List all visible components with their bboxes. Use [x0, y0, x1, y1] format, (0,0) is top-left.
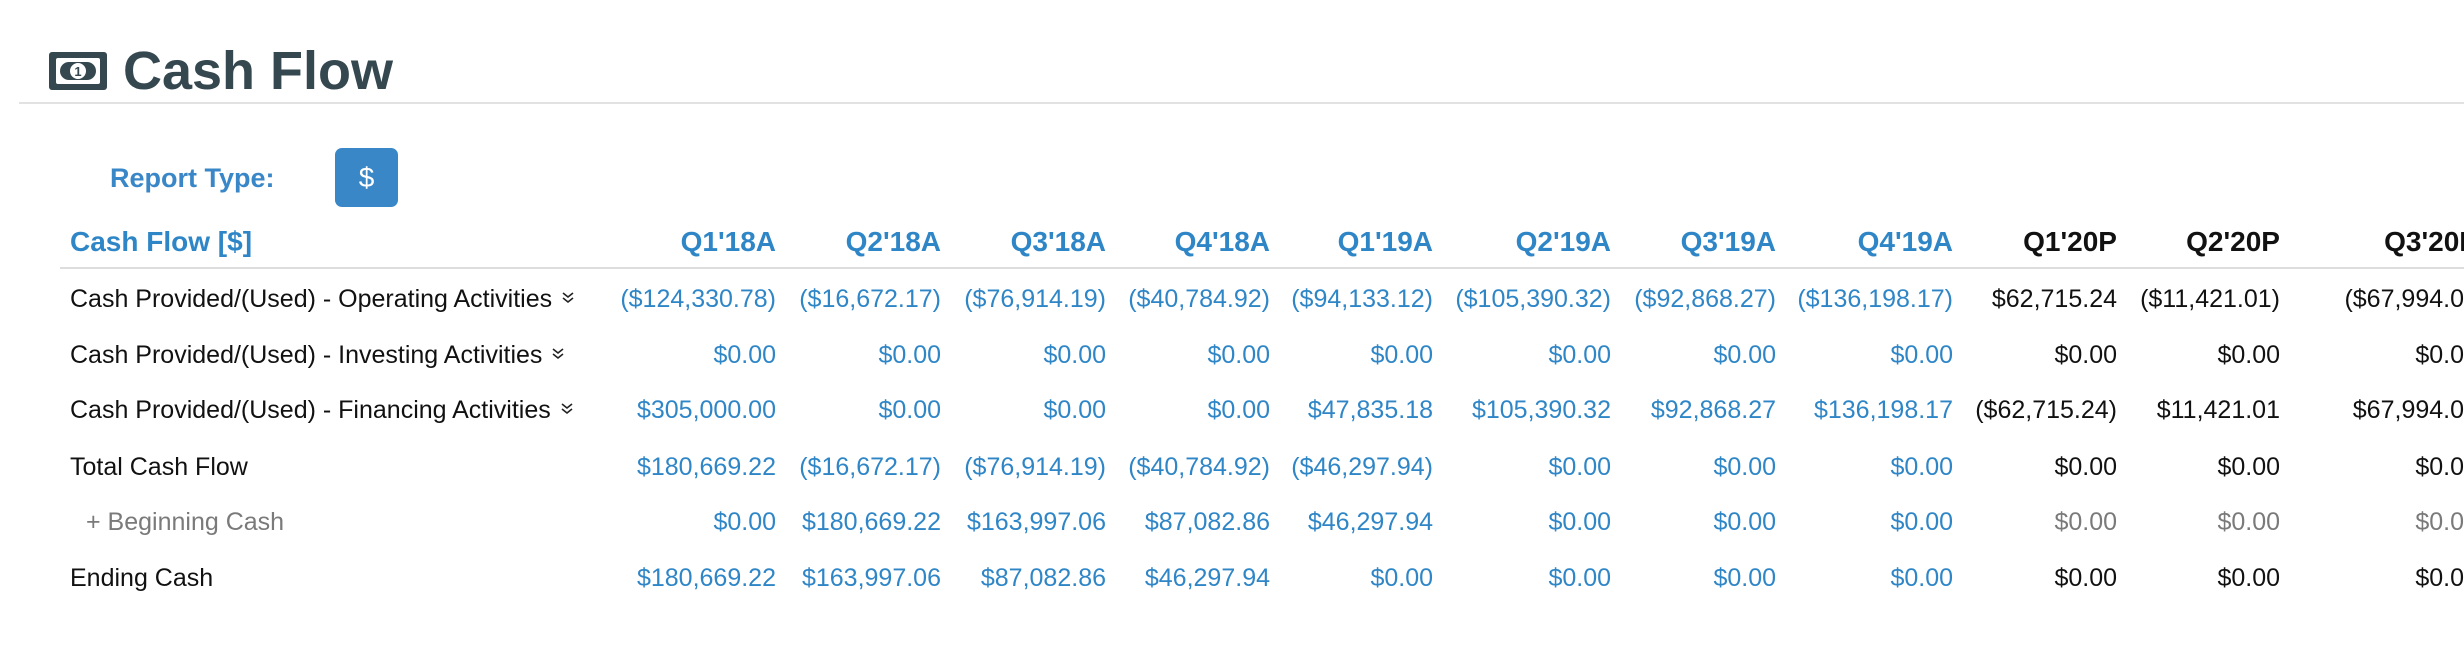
cell-value: $47,835.18	[1307, 396, 1433, 424]
cell-value: $92,868.27	[1650, 396, 1776, 424]
report-type-button[interactable]: $	[335, 148, 398, 207]
column-header: Q3'20P	[2384, 226, 2464, 257]
cell-value: $0.00	[2217, 341, 2280, 369]
row-label: Cash Provided/(Used) - Investing Activit…	[70, 341, 543, 369]
cell-value: $0.00	[1207, 341, 1270, 369]
cell-value: $0.00	[1890, 564, 1953, 592]
cell-value: $0.00	[1890, 453, 1953, 481]
cell-value: $0.00	[1713, 564, 1776, 592]
cell-value: $180,669.22	[636, 564, 776, 592]
row-label: Total Cash Flow	[70, 453, 248, 481]
cell-value: ($11,421.01)	[2140, 285, 2280, 313]
cell-value: ($46,297.94)	[1291, 453, 1433, 481]
cell-value: $0.00	[1370, 564, 1433, 592]
cell-value: $136,198.17	[1813, 396, 1953, 424]
cell-value: $305,000.00	[636, 396, 776, 424]
column-header: Q2'19A	[1515, 226, 1611, 257]
cell-value: ($76,914.19)	[964, 453, 1106, 481]
cell-value: ($76,914.19)	[964, 285, 1106, 313]
cell-value: $180,669.22	[636, 453, 776, 481]
cell-value: ($16,672.17)	[799, 453, 941, 481]
column-header: Q3'18A	[1010, 226, 1106, 257]
cell-value: $0.00	[2054, 453, 2117, 481]
cell-value: $0.0	[2415, 508, 2464, 536]
cell-value: ($62,715.24)	[1975, 396, 2117, 424]
cell-value: $0.00	[1043, 341, 1106, 369]
cell-value: $67,994.0	[2352, 396, 2464, 424]
cell-value: ($40,784.92)	[1128, 285, 1270, 313]
cell-value: $11,421.01	[2156, 396, 2280, 424]
table-header: Cash Flow [$]	[70, 226, 253, 257]
cell-value: $0.00	[2217, 564, 2280, 592]
column-header: Q3'19A	[1680, 226, 1776, 257]
cell-value: $0.00	[2054, 564, 2117, 592]
cell-value: ($136,198.17)	[1797, 285, 1953, 313]
cell-value: $163,997.06	[801, 564, 941, 592]
cell-value: $163,997.06	[966, 508, 1106, 536]
cell-value: $0.00	[1548, 564, 1611, 592]
cell-value: $0.00	[2217, 453, 2280, 481]
cell-value: $0.00	[1713, 453, 1776, 481]
cell-value: $0.00	[2217, 508, 2280, 536]
report-type-label: Report Type:	[110, 163, 275, 193]
cell-value: $0.0	[2415, 564, 2464, 592]
column-header: Q1'20P	[2023, 226, 2117, 257]
cell-value: ($67,994.0	[2344, 285, 2464, 313]
cell-value: $0.00	[1043, 396, 1106, 424]
cell-value: $0.0	[2415, 341, 2464, 369]
page-title: Cash Flow	[123, 41, 394, 101]
cell-value: $0.00	[878, 341, 941, 369]
cell-value: $46,297.94	[1144, 564, 1270, 592]
column-header: Q2'18A	[845, 226, 941, 257]
cell-value: $0.00	[1713, 341, 1776, 369]
expand-icon[interactable]	[550, 346, 566, 362]
cell-value: $87,082.86	[980, 564, 1106, 592]
column-header: Q1'18A	[680, 226, 776, 257]
cell-value: $0.00	[1370, 341, 1433, 369]
cell-value: $0.00	[878, 396, 941, 424]
column-header: Q4'19A	[1857, 226, 1953, 257]
cash-icon: 1	[49, 52, 107, 90]
cell-value: $105,390.32	[1471, 396, 1611, 424]
cell-value: ($94,133.12)	[1291, 285, 1433, 313]
row-label: Cash Provided/(Used) - Financing Activit…	[70, 396, 551, 424]
cell-value: ($92,868.27)	[1634, 285, 1776, 313]
header-divider	[60, 267, 2464, 269]
cell-value: $87,082.86	[1144, 508, 1270, 536]
cell-value: $0.00	[1207, 396, 1270, 424]
cell-value: $0.00	[713, 508, 776, 536]
title-divider	[19, 102, 2464, 104]
cell-value: $62,715.24	[1991, 285, 2117, 313]
cell-value: $0.00	[1548, 508, 1611, 536]
column-header: Q2'20P	[2186, 226, 2280, 257]
cell-value: $0.00	[2054, 508, 2117, 536]
row-label: + Beginning Cash	[86, 508, 285, 536]
expand-icon[interactable]	[559, 401, 575, 417]
cell-value: $0.00	[1548, 341, 1611, 369]
svg-text:1: 1	[74, 64, 81, 79]
cell-value: ($16,672.17)	[799, 285, 941, 313]
cell-value: $0.00	[1713, 508, 1776, 536]
row-label: Cash Provided/(Used) - Operating Activit…	[70, 285, 553, 313]
cell-value: $0.00	[2054, 341, 2117, 369]
cell-value: ($105,390.32)	[1455, 285, 1611, 313]
cell-value: $0.00	[1548, 453, 1611, 481]
cell-value: $0.00	[713, 341, 776, 369]
cell-value: ($40,784.92)	[1128, 453, 1270, 481]
column-header: Q4'18A	[1174, 226, 1270, 257]
cell-value: ($124,330.78)	[620, 285, 776, 313]
cell-value: $46,297.94	[1307, 508, 1433, 536]
cell-value: $0.00	[1890, 508, 1953, 536]
cell-value: $0.0	[2415, 453, 2464, 481]
row-label: Ending Cash	[70, 564, 214, 592]
column-header: Q1'19A	[1337, 226, 1433, 257]
expand-icon[interactable]	[560, 290, 576, 306]
cell-value: $180,669.22	[801, 508, 941, 536]
cell-value: $0.00	[1890, 341, 1953, 369]
